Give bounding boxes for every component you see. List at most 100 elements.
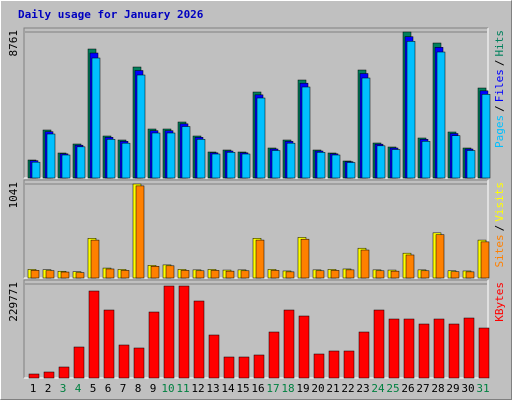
x-tick-label: 2 bbox=[45, 382, 52, 395]
bar bbox=[136, 74, 146, 179]
bar bbox=[421, 141, 431, 179]
bar bbox=[418, 323, 430, 379]
x-tick-label: 29 bbox=[446, 382, 459, 395]
bar bbox=[390, 270, 400, 279]
bar bbox=[31, 161, 41, 179]
bar bbox=[30, 270, 40, 279]
bar bbox=[433, 318, 445, 379]
y-tick-label: 229771 bbox=[7, 282, 20, 322]
bar bbox=[45, 270, 55, 279]
bar bbox=[150, 266, 160, 279]
bar bbox=[90, 239, 100, 279]
bar bbox=[360, 249, 370, 279]
bar bbox=[118, 344, 130, 379]
bar bbox=[328, 350, 340, 379]
bar bbox=[285, 271, 295, 279]
bar bbox=[106, 139, 116, 179]
bar bbox=[88, 290, 100, 379]
x-tick-label: 15 bbox=[236, 382, 249, 395]
y-tick-label: 1041 bbox=[7, 182, 20, 209]
x-tick-label: 20 bbox=[311, 382, 324, 395]
bar bbox=[148, 311, 160, 379]
bar bbox=[403, 318, 415, 379]
bar bbox=[388, 318, 400, 379]
bar bbox=[76, 146, 86, 179]
x-tick-label: 13 bbox=[206, 382, 219, 395]
bar bbox=[450, 271, 460, 279]
legend-entry: Sites bbox=[493, 234, 506, 267]
bar bbox=[391, 149, 401, 179]
x-tick-label: 14 bbox=[221, 382, 235, 395]
legend-separator: / bbox=[493, 105, 506, 112]
bar bbox=[163, 285, 175, 379]
bar bbox=[316, 152, 326, 179]
x-tick-label: 11 bbox=[176, 382, 189, 395]
x-tick-label: 23 bbox=[356, 382, 369, 395]
x-tick-label: 16 bbox=[251, 382, 264, 395]
bar bbox=[135, 185, 145, 279]
bar bbox=[286, 142, 296, 179]
bar bbox=[481, 94, 491, 179]
bar bbox=[43, 371, 55, 379]
bar bbox=[465, 271, 475, 279]
bar bbox=[193, 300, 205, 379]
bar bbox=[478, 327, 490, 379]
bar bbox=[361, 77, 371, 179]
panel-frame-dark bbox=[23, 279, 488, 378]
bar bbox=[463, 317, 475, 379]
bar bbox=[298, 315, 310, 379]
bar bbox=[121, 142, 131, 179]
bar bbox=[301, 86, 311, 179]
bar bbox=[315, 270, 325, 279]
bar bbox=[268, 331, 280, 379]
bar bbox=[208, 334, 220, 379]
chart-title: Daily usage for January 2026 bbox=[18, 8, 204, 21]
x-tick-label: 18 bbox=[281, 382, 294, 395]
x-tick-label: 19 bbox=[296, 382, 309, 395]
bar bbox=[256, 97, 266, 179]
x-tick-label: 22 bbox=[341, 382, 354, 395]
x-tick-label: 21 bbox=[326, 382, 339, 395]
legend-entry: Visits bbox=[493, 182, 506, 222]
bar bbox=[255, 239, 265, 279]
bar bbox=[166, 132, 176, 179]
bar bbox=[178, 285, 190, 379]
bar bbox=[211, 153, 221, 179]
x-tick-label: 5 bbox=[90, 382, 97, 395]
bar bbox=[330, 270, 340, 279]
bar bbox=[61, 154, 71, 179]
legend: KBytes bbox=[493, 282, 506, 322]
bar bbox=[226, 152, 236, 179]
x-tick-label: 7 bbox=[120, 382, 127, 395]
bar bbox=[405, 254, 415, 279]
x-tick-label: 30 bbox=[461, 382, 474, 395]
bar bbox=[240, 270, 250, 279]
panel-frame-dark bbox=[23, 27, 488, 178]
y-tick-label: 8761 bbox=[7, 30, 20, 57]
legend-entry: KBytes bbox=[493, 282, 506, 322]
legend-entry: Pages bbox=[493, 115, 506, 148]
x-tick-label: 10 bbox=[161, 382, 174, 395]
bar bbox=[46, 133, 56, 179]
bar bbox=[105, 268, 115, 279]
bar bbox=[343, 350, 355, 379]
x-tick-label: 4 bbox=[75, 382, 82, 395]
bar bbox=[358, 331, 370, 379]
bar bbox=[58, 366, 70, 379]
bar bbox=[420, 270, 430, 279]
bar bbox=[181, 126, 191, 179]
bar bbox=[223, 356, 235, 379]
x-tick-label: 24 bbox=[371, 382, 385, 395]
legend-separator: / bbox=[493, 60, 506, 67]
x-tick-label: 6 bbox=[105, 382, 112, 395]
bar bbox=[75, 272, 85, 279]
bar bbox=[225, 270, 235, 279]
x-tick-label: 3 bbox=[60, 382, 67, 395]
legend-entry: Files bbox=[493, 69, 506, 102]
bar bbox=[436, 51, 446, 179]
bar bbox=[435, 234, 445, 279]
bar bbox=[270, 270, 280, 279]
bar bbox=[375, 270, 385, 279]
bar bbox=[451, 135, 461, 179]
